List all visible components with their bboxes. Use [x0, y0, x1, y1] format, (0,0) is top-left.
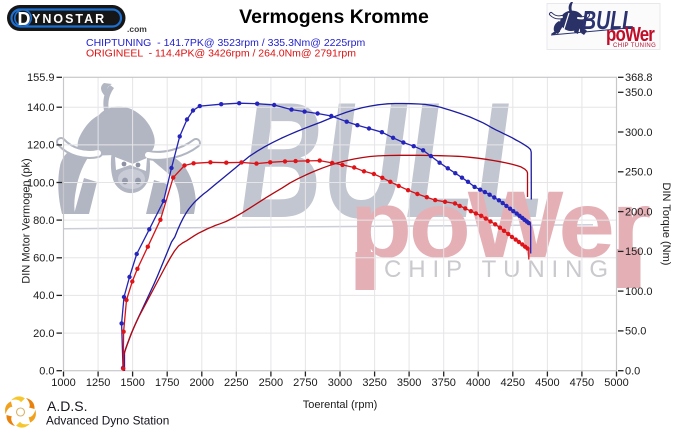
svg-text:YNOSTAR: YNOSTAR [32, 12, 106, 26]
svg-text:2000: 2000 [190, 377, 214, 389]
svg-text:4000: 4000 [466, 377, 490, 389]
svg-text:DIN Motor Vermogen (pk): DIN Motor Vermogen (pk) [21, 158, 33, 283]
svg-text:ORIGINEEL - 114.4PK@ 3426rpm: ORIGINEEL - 114.4PK@ 3426rpm / 264.0Nm@ … [86, 48, 356, 60]
svg-text:120.0: 120.0 [27, 140, 55, 152]
svg-text:4500: 4500 [535, 377, 559, 389]
svg-text:0.0: 0.0 [39, 366, 54, 378]
svg-text:200.0: 200.0 [625, 206, 653, 218]
svg-text:3500: 3500 [397, 377, 421, 389]
svg-text:4250: 4250 [501, 377, 525, 389]
svg-text:2500: 2500 [259, 377, 283, 389]
svg-text:300.0: 300.0 [625, 127, 653, 139]
svg-text:poWer: poWer [606, 24, 655, 46]
svg-text:2250: 2250 [224, 377, 248, 389]
svg-text:155.9: 155.9 [27, 72, 55, 84]
svg-text:.com: .com [127, 24, 147, 34]
svg-text:60.0: 60.0 [33, 253, 54, 265]
svg-text:3750: 3750 [431, 377, 455, 389]
svg-text:poWer: poWer [350, 172, 650, 278]
svg-text:3000: 3000 [328, 377, 352, 389]
svg-text:50.0: 50.0 [625, 326, 646, 338]
svg-text:368.8: 368.8 [625, 72, 653, 84]
svg-text:350.0: 350.0 [625, 87, 653, 99]
svg-text:2750: 2750 [293, 377, 317, 389]
svg-text:CHIP TUNING: CHIP TUNING [384, 256, 616, 283]
svg-text:20.0: 20.0 [33, 328, 54, 340]
svg-text:40.0: 40.0 [33, 290, 54, 302]
svg-text:4750: 4750 [570, 377, 594, 389]
svg-text:140.0: 140.0 [27, 102, 55, 114]
svg-text:Advanced Dyno Station: Advanced Dyno Station [46, 414, 169, 428]
svg-text:80.0: 80.0 [33, 215, 54, 227]
svg-text:A.D.S.: A.D.S. [47, 398, 87, 414]
svg-text:0.0: 0.0 [625, 366, 640, 378]
svg-text:BULL: BULL [582, 5, 634, 35]
svg-text:D: D [18, 9, 31, 29]
svg-text:250.0: 250.0 [625, 167, 653, 179]
svg-text:Toerental (rpm): Toerental (rpm) [303, 399, 378, 411]
svg-text:3250: 3250 [362, 377, 386, 389]
svg-text:1250: 1250 [86, 377, 110, 389]
svg-text:150.0: 150.0 [625, 246, 653, 258]
svg-text:1500: 1500 [120, 377, 144, 389]
svg-text:100.0: 100.0 [625, 286, 653, 298]
svg-text:5000: 5000 [604, 377, 628, 389]
svg-text:Vermogens Kromme: Vermogens Kromme [239, 6, 429, 28]
svg-text:CHIP TUNING: CHIP TUNING [613, 43, 656, 49]
svg-text:1000: 1000 [51, 377, 75, 389]
svg-text:1750: 1750 [155, 377, 179, 389]
svg-text:DIN Torque (Nm): DIN Torque (Nm) [660, 183, 672, 266]
svg-text:100.0: 100.0 [27, 177, 55, 189]
svg-text:CHIPTUNING - 141.7PK@ 3523rpm: CHIPTUNING - 141.7PK@ 3523rpm / 335.3Nm@… [86, 37, 366, 49]
